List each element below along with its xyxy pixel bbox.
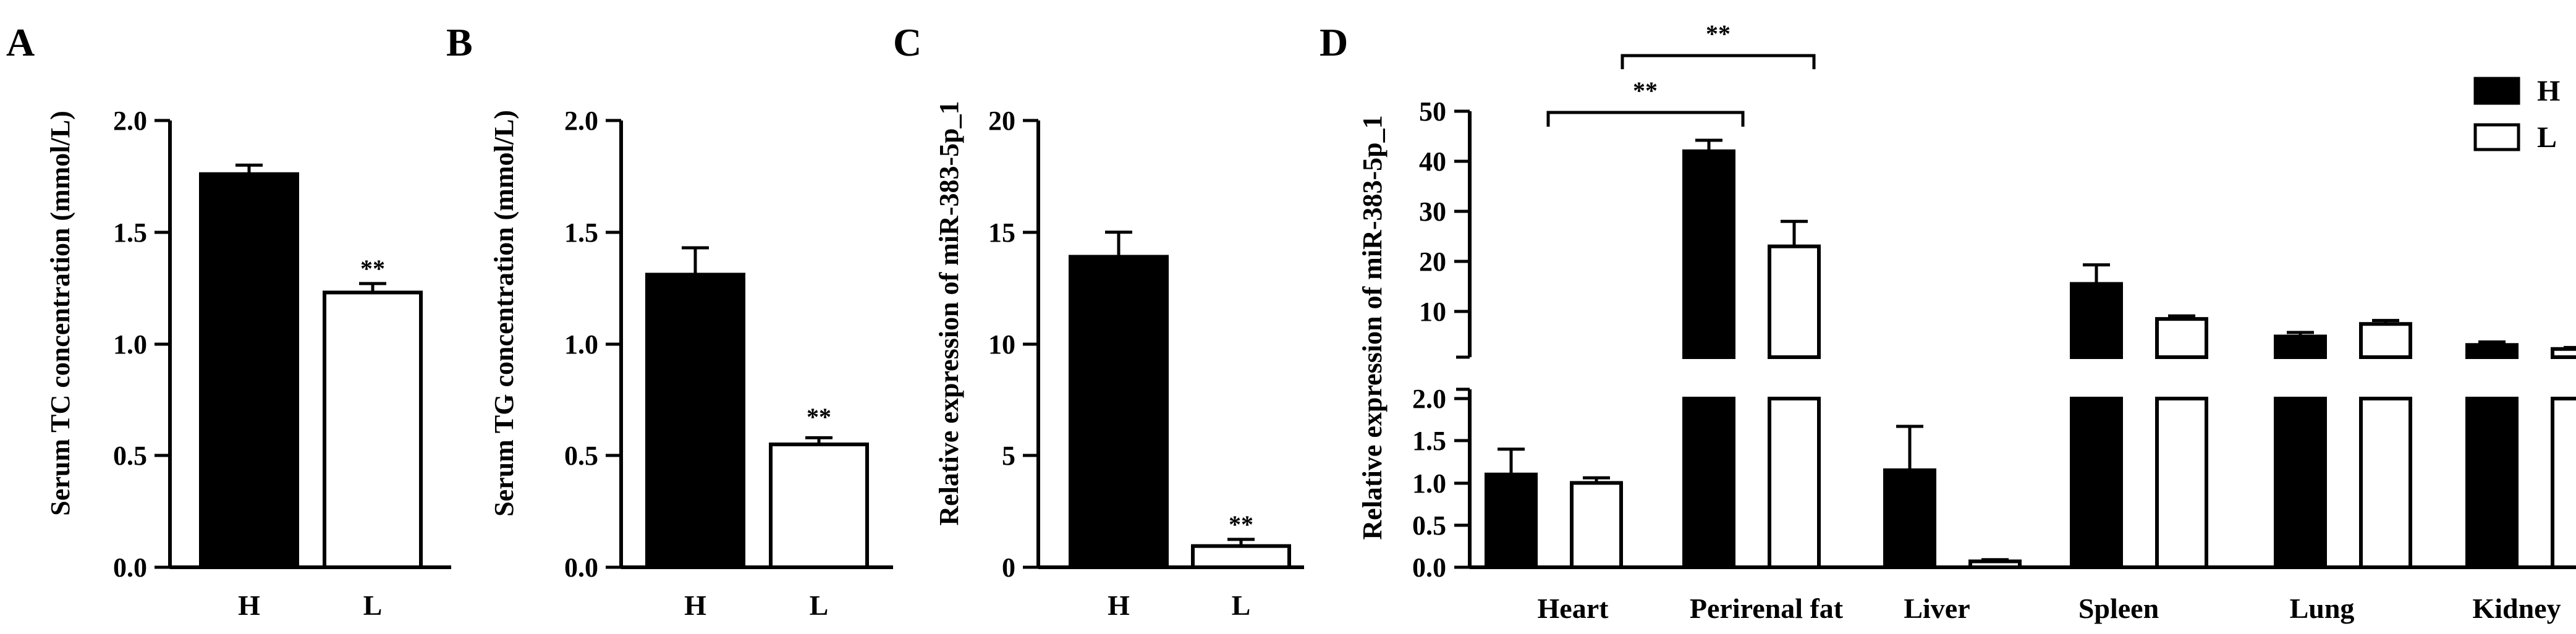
bar — [1682, 149, 1735, 360]
panel-letter: B — [446, 20, 473, 64]
significance-label: ** — [1706, 20, 1731, 48]
y-tick-label: 30 — [1419, 197, 1446, 227]
bars — [199, 163, 423, 569]
bar — [2551, 347, 2576, 359]
bars — [645, 246, 869, 569]
legend-swatch-l — [2473, 123, 2520, 151]
x-category-label: L — [1232, 590, 1251, 621]
panel-letter: C — [893, 20, 922, 64]
panel-b: B Serum TG concentration (mmol/L) 0.0 0.… — [446, 20, 893, 621]
x-category-label: L — [810, 590, 829, 621]
x-category-label: Heart — [1538, 593, 1609, 624]
bracket-line — [1621, 54, 1816, 69]
y-ticks-lower: 0.0 0.5 1.0 1.5 2.0 — [1412, 384, 1470, 583]
bar — [1069, 255, 1169, 569]
y-tick-label: 20 — [1419, 247, 1446, 277]
bar — [2465, 343, 2519, 360]
y-tick-label: 0.0 — [1412, 552, 1446, 583]
x-category-label: L — [363, 590, 383, 621]
bars — [1485, 138, 2576, 570]
panel-c: C Relative expression of miR-383-5p_1 0 … — [893, 20, 1304, 621]
significance-label: ** — [1229, 510, 1253, 538]
bar — [199, 172, 299, 569]
x-category-label: Liver — [1904, 593, 1970, 624]
bar — [1768, 397, 1821, 569]
y-axis-label: Relative expression of miR-383-5p_1 — [934, 101, 964, 525]
y-tick-label: 1.5 — [113, 218, 147, 248]
bar — [2551, 397, 2576, 569]
y-tick-label: 0.5 — [1412, 510, 1446, 541]
x-category-label: H — [238, 590, 260, 621]
y-tick-label: 0.0 — [564, 552, 598, 583]
y-tick-label: 1.0 — [1412, 468, 1446, 499]
y-tick-label: 0 — [1002, 552, 1015, 583]
y-ticks-upper: 10 20 30 40 50 — [1419, 96, 1470, 327]
y-tick-label: 2.0 — [113, 106, 147, 136]
bar — [1191, 544, 1291, 569]
y-tick-label: 1.0 — [564, 329, 598, 360]
significance-label: ** — [1633, 77, 1658, 104]
panel-a: A Serum TC concentration (mmol/L) 0.0 0.… — [6, 20, 451, 621]
bar — [1682, 397, 1735, 569]
y-tick-label: 10 — [1419, 297, 1446, 327]
bar — [2359, 397, 2412, 569]
bar — [323, 290, 423, 569]
bar — [2155, 317, 2208, 360]
y-tick-label: 2.0 — [1412, 384, 1446, 414]
y-ticks: 0 5 10 15 20 — [988, 106, 1038, 583]
x-category-label: Lung — [2290, 593, 2355, 624]
bar — [2274, 334, 2327, 359]
panel-d: D Relative expression of miR-383-5p_1 10… — [1320, 20, 2576, 624]
bar — [645, 273, 745, 569]
y-tick-label: 1.5 — [1412, 426, 1446, 456]
y-ticks: 0.0 0.5 1.0 1.5 2.0 — [113, 106, 170, 583]
y-tick-label: 0.5 — [113, 441, 147, 471]
y-tick-label: 0.5 — [564, 441, 598, 471]
panel-letter: D — [1320, 20, 1348, 64]
x-category-label: H — [684, 590, 706, 621]
y-tick-label: 1.0 — [113, 329, 147, 360]
y-ticks: 0.0 0.5 1.0 1.5 2.0 — [564, 106, 621, 583]
bars — [1069, 230, 1291, 569]
panel-letter: A — [6, 20, 35, 64]
bar — [1968, 559, 2022, 570]
bar — [2274, 397, 2327, 569]
y-tick-label: 10 — [988, 329, 1015, 360]
significance-bracket: ** — [1546, 77, 1745, 127]
legend-swatch-h — [2473, 77, 2520, 105]
legend-label: H — [2537, 75, 2560, 108]
y-tick-label: 20 — [988, 106, 1015, 136]
y-tick-label: 15 — [988, 218, 1015, 248]
bracket-line — [1546, 111, 1745, 127]
bar — [1570, 481, 1623, 569]
significance-bracket: ** — [1621, 20, 1816, 69]
y-axis-label: Relative expression of miR-383-5p_1 — [1357, 115, 1388, 539]
bar — [769, 442, 869, 569]
y-axis-label: Serum TC concentration (mmol/L) — [45, 111, 75, 515]
bar — [1485, 472, 1538, 569]
x-category-label: Kidney — [2472, 593, 2561, 624]
y-tick-label: 2.0 — [564, 106, 598, 136]
significance-label: ** — [807, 403, 831, 431]
x-category-label: H — [1108, 590, 1130, 621]
bar — [2155, 397, 2208, 569]
legend: H L — [2473, 75, 2560, 154]
significance-label: ** — [360, 255, 385, 282]
legend-label: L — [2537, 121, 2557, 154]
y-tick-label: 50 — [1419, 96, 1446, 127]
bar — [2070, 282, 2123, 360]
y-tick-label: 0.0 — [113, 552, 147, 583]
bar — [1883, 468, 1936, 570]
x-category-label: Perirenal fat — [1690, 593, 1844, 624]
bar — [2465, 397, 2519, 569]
y-tick-label: 40 — [1419, 146, 1446, 177]
bar — [2359, 322, 2412, 359]
x-category-label: Spleen — [2078, 593, 2159, 624]
y-tick-label: 5 — [1002, 441, 1015, 471]
bar — [1768, 244, 1821, 360]
bar — [2070, 397, 2123, 569]
y-axis-label: Serum TG concentration (mmol/L) — [489, 110, 519, 517]
y-tick-label: 1.5 — [564, 218, 598, 248]
